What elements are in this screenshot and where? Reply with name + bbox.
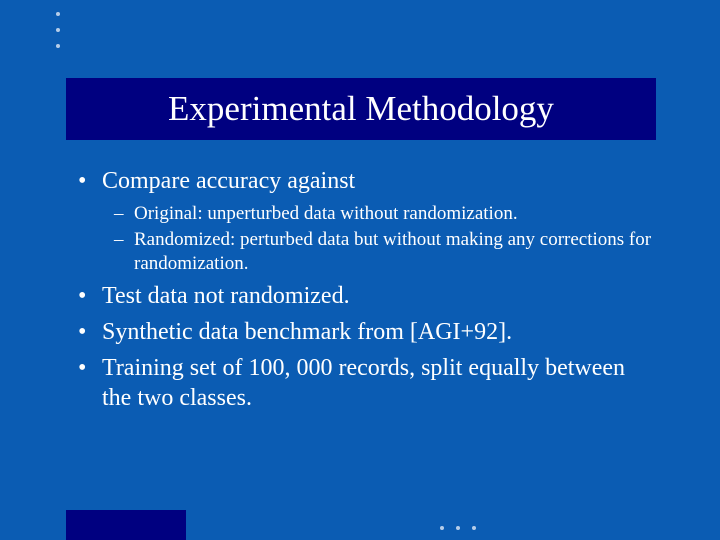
dot-icon: [472, 526, 476, 530]
bullet-text: Randomized: perturbed data but without m…: [134, 229, 651, 274]
slide-body: Compare accuracy against Original: unper…: [78, 166, 658, 419]
bullet-text: Compare accuracy against: [102, 168, 355, 194]
dot-icon: [56, 44, 60, 48]
bullet-text: Synthetic data benchmark from [AGI+92].: [102, 319, 512, 345]
list-item: Test data not randomized.: [78, 281, 658, 311]
sub-bullet-list: Original: unperturbed data without rando…: [102, 202, 658, 275]
bullet-list: Compare accuracy against Original: unper…: [78, 166, 658, 413]
title-band: Experimental Methodology: [66, 78, 656, 140]
decor-dots-top-left: [56, 12, 60, 48]
decor-dots-bottom-right: [440, 526, 476, 530]
bullet-text: Training set of 100, 000 records, split …: [102, 355, 625, 411]
decor-block-bottom-left: [66, 510, 186, 540]
dot-icon: [440, 526, 444, 530]
list-item: Randomized: perturbed data but without m…: [114, 228, 658, 276]
dot-icon: [456, 526, 460, 530]
list-item: Compare accuracy against Original: unper…: [78, 166, 658, 275]
list-item: Synthetic data benchmark from [AGI+92].: [78, 317, 658, 347]
bullet-text: Original: unperturbed data without rando…: [134, 203, 518, 224]
bullet-text: Test data not randomized.: [102, 283, 350, 309]
dot-icon: [56, 28, 60, 32]
slide-title: Experimental Methodology: [168, 89, 554, 129]
list-item: Training set of 100, 000 records, split …: [78, 353, 658, 413]
dot-icon: [56, 12, 60, 16]
list-item: Original: unperturbed data without rando…: [114, 202, 658, 226]
